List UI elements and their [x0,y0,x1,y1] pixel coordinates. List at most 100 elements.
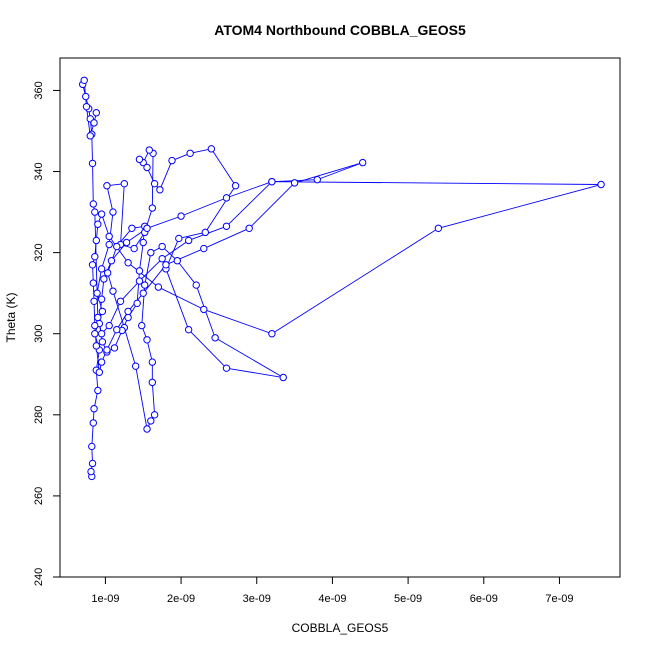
data-point [130,244,138,253]
data-point [94,313,102,322]
data-point [122,238,131,247]
series-segment [180,197,227,217]
series-segment [146,215,182,229]
data-point [90,405,98,413]
data-point [105,232,113,241]
data-point [97,358,106,366]
data-point [177,212,185,220]
x-axis: 1e-09 2e-09 3e-09 4e-09 5e-09 6e-09 7e-09 [91,576,574,605]
data-point [97,330,106,338]
data-point [162,261,170,269]
data-point [148,204,157,212]
data-point [97,210,106,218]
data-point [91,252,99,261]
series-segment [144,252,152,286]
data-point [143,224,151,232]
data-point [100,275,108,283]
data-point [89,419,97,427]
data-point [268,177,276,186]
series-segment [176,260,197,286]
series-segment [108,301,121,326]
series-segment [204,185,236,233]
data-point [147,417,155,425]
series-segment [151,382,156,415]
x-axis-label: COBBLA_GEOS5 [292,621,389,635]
data-point [91,208,99,216]
data-point [110,344,119,352]
data-point [120,179,129,188]
data-point [88,442,96,451]
data-point [92,342,101,350]
x-tick-label: 6e-09 [470,593,498,605]
data-point [88,261,97,269]
data-point [91,330,99,338]
data-point [143,336,151,344]
data-point [200,305,208,314]
series-segment [159,160,173,190]
series-segment [136,270,140,304]
data-point [94,220,102,228]
data-point [313,175,321,184]
data-point [143,425,151,433]
series-segment [317,162,363,181]
data-point [91,321,99,330]
data-point [145,146,153,154]
x-tick-label: 2e-09 [167,593,195,605]
data-point [290,179,299,187]
y-tick-label: 240 [33,568,45,586]
data-point [103,269,112,277]
x-tick-label: 4e-09 [318,593,346,605]
data-point [105,321,113,330]
data-point [139,289,147,297]
series-segment [93,301,96,326]
data-point [98,338,107,346]
data-point [434,224,443,232]
series-segment [120,280,140,302]
series-segment [139,258,163,282]
series-segment [271,181,602,185]
data-point [80,76,88,85]
data-point [173,257,181,265]
data-point [86,132,94,140]
data-point [103,346,111,354]
data-point [89,200,97,208]
data-point [113,242,121,251]
data-point [89,279,97,287]
series-segment [203,308,273,335]
data-point [135,155,144,164]
y-tick-label: 300 [33,325,45,343]
series-segment [226,181,273,227]
data-point [186,149,194,157]
data-point [109,208,117,216]
series-segment [127,262,159,288]
data-point [82,102,91,111]
data-point [92,236,101,245]
data-point [139,238,147,247]
series-segment [188,329,227,369]
y-tick-label: 340 [33,162,45,180]
series-segment [248,182,295,229]
y-axis-label: Theta (K) [4,292,18,342]
data-point [116,297,125,305]
x-tick-label: 7e-09 [545,593,573,605]
data-point [113,325,121,334]
data-point [133,299,141,308]
data-point [222,222,231,230]
data-point [138,321,146,330]
x-tick-label: 3e-09 [243,593,271,605]
x-tick-label: 1e-09 [91,593,119,605]
data-point [175,234,183,243]
data-point [211,334,219,342]
series-segment [178,231,206,239]
series-segment [214,337,284,378]
data-point [184,325,193,334]
data-point [94,386,102,395]
y-tick-label: 260 [33,487,45,505]
series-segment [112,291,125,328]
data-point [128,224,136,232]
data-point [222,364,231,372]
series-segment [120,183,125,245]
data-point [88,459,97,468]
series-segment [123,327,137,367]
data-point [168,156,176,165]
